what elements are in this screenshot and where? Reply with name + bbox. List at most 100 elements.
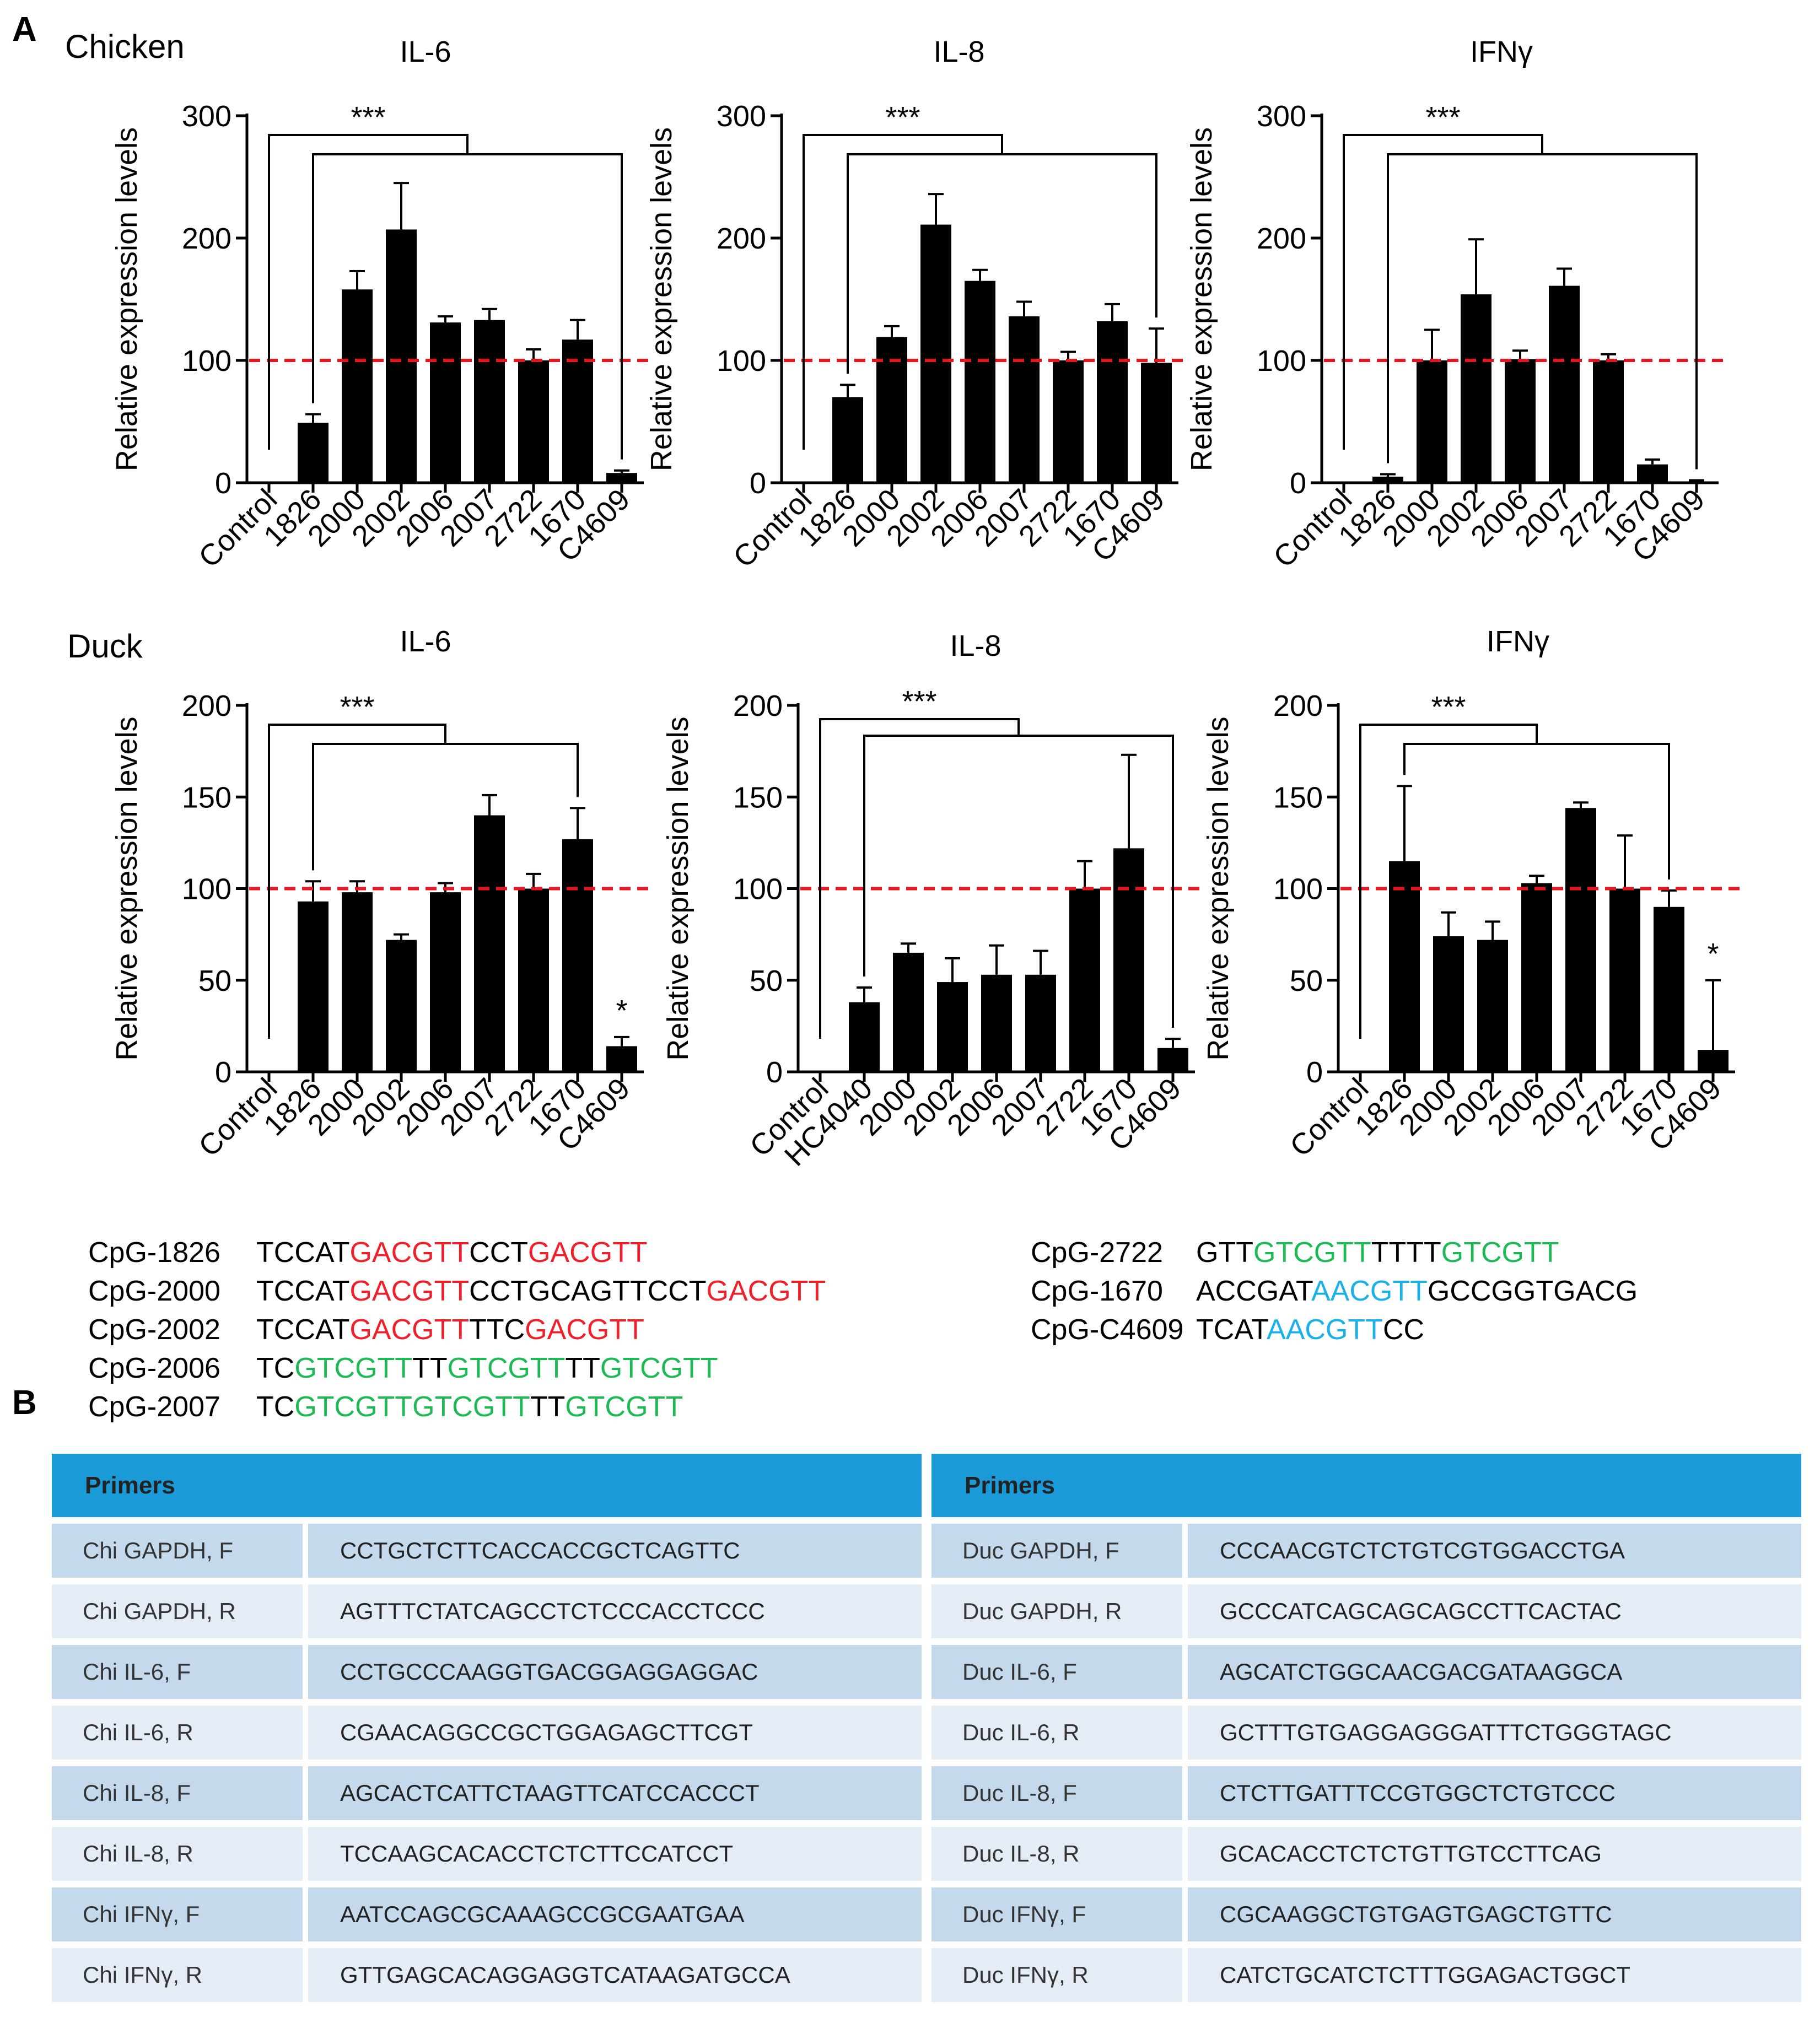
primer-sequence: GCACACCTCTCTGTTGTCCTTCAG	[1188, 1827, 1801, 1881]
sequence-segment: TT	[530, 1391, 566, 1423]
chart-2: IFNγ Relative expression levels 0 100 200 300…	[1185, 35, 1724, 574]
sequence-text: TCATAACGTTCC	[1196, 1310, 1424, 1349]
chart-title: IFNγ	[1470, 35, 1533, 68]
annotation-star: *	[1707, 937, 1719, 970]
bar-1670	[1654, 907, 1684, 1072]
primer-sequence: CTCTTGATTTCCGTGGCTCTGTCCC	[1188, 1766, 1801, 1820]
y-tick-label: 200	[182, 222, 231, 255]
sequence-text: TCGTCGTTTTGTCGTTTTGTCGTT	[256, 1349, 718, 1388]
bar-2006	[1521, 883, 1552, 1072]
chicken-label: Chicken	[65, 28, 185, 65]
table-row: Duc IFNγ, R CATCTGCATCTCTTTGGAGACTGGCT	[931, 1948, 1801, 2002]
annotation-star: *	[616, 994, 627, 1027]
y-tick-label: 100	[717, 344, 766, 377]
table-row: Duc IFNγ, F CGCAAGGCTGTGAGTGAGCTGTTC	[931, 1887, 1801, 1941]
significance-stars: ***	[1425, 101, 1460, 134]
bracket-outer	[1359, 724, 1538, 1039]
table-row: Duc IL-8, R GCACACCTCTCTGTTGTCCTTCAG	[931, 1827, 1801, 1881]
table-row: Duc IL-8, F CTCTTGATTTCCGTGGCTCTGTCCC	[931, 1766, 1801, 1820]
primer-name: Duc IL-6, F	[931, 1645, 1182, 1699]
bar-C4609	[1698, 1050, 1729, 1072]
sequence-name: CpG-2002	[88, 1314, 220, 1346]
y-tick-label: 200	[182, 689, 231, 722]
y-tick-label: 0	[1290, 467, 1306, 500]
primer-sequence: AGCATCTGGCAACGACGATAAGGCA	[1188, 1645, 1801, 1699]
table-header: Primers	[931, 1454, 1801, 1517]
table-row: Chi IFNγ, R GTTGAGCACAGGAGGTCATAAGATGCCA	[52, 1948, 922, 2002]
panel-b-letter: B	[12, 1384, 37, 1422]
table-row: Chi IFNγ, F AATCCAGCGCAAAGCCGCGAATGAA	[52, 1887, 922, 1941]
table-row: Chi GAPDH, R AGTTTCTATCAGCCTCTCCCACCTCCC	[52, 1584, 922, 1638]
bar-2722	[1593, 360, 1624, 483]
primer-sequence: AGCACTCATTCTAAGTTCATCCACCCT	[308, 1766, 922, 1820]
sequence-row: CpG-1826 TCCATGACGTTCCTGACGTT	[88, 1233, 826, 1272]
table-row: Chi IL-8, F AGCACTCATTCTAAGTTCATCCACCCT	[52, 1766, 922, 1820]
sequence-segment: TCAT	[1196, 1314, 1267, 1346]
charts-canvas: IL-6 Relative expression levels 0 100 200 300…	[110, 35, 1741, 1173]
table-row: Duc GAPDH, R GCCCATCAGCAGCAGCCTTCACTAC	[931, 1584, 1801, 1638]
bar-1826	[1372, 476, 1403, 483]
primer-name: Chi IL-6, F	[52, 1645, 303, 1699]
sequence-segment: GCCGGTGACG	[1427, 1275, 1638, 1307]
table-row: Chi IL-6, R CGAACAGGCCGCTGGAGAGCTTCGT	[52, 1706, 922, 1760]
bracket-outer	[1343, 134, 1543, 450]
sequence-name: CpG-1670	[1031, 1275, 1163, 1307]
y-tick-label: 300	[717, 100, 766, 133]
bar-2007	[474, 320, 505, 483]
primer-name: Chi IL-8, F	[52, 1766, 303, 1820]
sequence-segment: TT	[412, 1352, 448, 1384]
primer-sequence: AGTTTCTATCAGCCTCTCCCACCTCCC	[308, 1584, 922, 1638]
sequence-motif: AACGTT	[1267, 1314, 1383, 1346]
significance-bracket: ***	[1359, 690, 1670, 1039]
primer-name: Duc GAPDH, F	[931, 1524, 1182, 1578]
bar-2722	[518, 888, 549, 1072]
bracket-inner	[1403, 743, 1670, 880]
y-tick-label: 0	[766, 1056, 783, 1089]
y-tick-label: 300	[1257, 100, 1306, 133]
bracket-outer	[803, 134, 1003, 450]
bar-2007	[474, 815, 505, 1072]
y-axis-label: Relative expression levels	[645, 127, 678, 471]
significance-stars: ***	[351, 101, 385, 134]
table-row: Chi IL-6, F CCTGCCCAAGGTGACGGAGGAGGAC	[52, 1645, 922, 1699]
sequence-segment: TC	[256, 1352, 295, 1384]
sequence-segment: TTTT	[1371, 1237, 1441, 1269]
sequence-segment: TTC	[469, 1314, 525, 1346]
primer-table-duck: Primers Duc GAPDH, F CCCAACGTCTCTGTCGTGGAC…	[931, 1454, 1801, 2002]
bar-2000	[1433, 936, 1464, 1072]
bar-2007	[1025, 974, 1056, 1072]
significance-stars: ***	[885, 101, 920, 134]
table-header: Primers	[52, 1454, 922, 1517]
primer-name: Duc IFNγ, F	[931, 1887, 1182, 1941]
sequence-segment: TT	[565, 1352, 600, 1384]
bar-C4609	[1141, 363, 1172, 483]
y-tick-label: 0	[750, 467, 766, 500]
bar-2006	[965, 280, 995, 483]
bar-1670	[562, 339, 593, 483]
chart-5: IFNγ Relative expression levels 0 50 100 150 2…	[1202, 625, 1741, 1163]
table-row: Duc GAPDH, F CCCAACGTCTCTGTCGTGGACCTGA	[931, 1524, 1801, 1578]
bracket-inner	[863, 735, 1174, 1028]
bar-2006	[1505, 359, 1536, 483]
bracket-outer	[268, 134, 469, 450]
primer-name: Duc GAPDH, R	[931, 1584, 1182, 1638]
sequence-text: TCGTCGTTGTCGTTTTGTCGTT	[256, 1388, 683, 1426]
sequence-name: CpG-1826	[88, 1237, 220, 1269]
primer-name: Duc IL-8, F	[931, 1766, 1182, 1820]
sequence-motif: GTCGTT	[600, 1352, 718, 1384]
significance-bracket: ***	[1343, 101, 1698, 470]
sequence-row: CpG-2006 TCGTCGTTTTGTCGTTTTGTCGTT	[88, 1349, 826, 1388]
bar-2006	[430, 892, 461, 1072]
bar-1826	[832, 397, 863, 483]
sequence-motif: AACGTT	[1311, 1275, 1428, 1307]
bar-2002	[386, 940, 417, 1072]
sequence-segment: TC	[256, 1391, 295, 1423]
sequence-motif: GACGTT	[525, 1314, 644, 1346]
sequence-motif: GACGTT	[349, 1314, 470, 1346]
sequence-row: CpG-C4609 TCATAACGTTCC	[1031, 1310, 1638, 1349]
significance-bracket: ***	[819, 685, 1174, 1039]
sequence-motif: GACGTT	[528, 1237, 648, 1269]
primer-sequence: CGAACAGGCCGCTGGAGAGCTTCGT	[308, 1706, 922, 1760]
y-axis-label: Relative expression levels	[1202, 716, 1235, 1060]
sequence-segment: TCCAT	[256, 1314, 350, 1346]
